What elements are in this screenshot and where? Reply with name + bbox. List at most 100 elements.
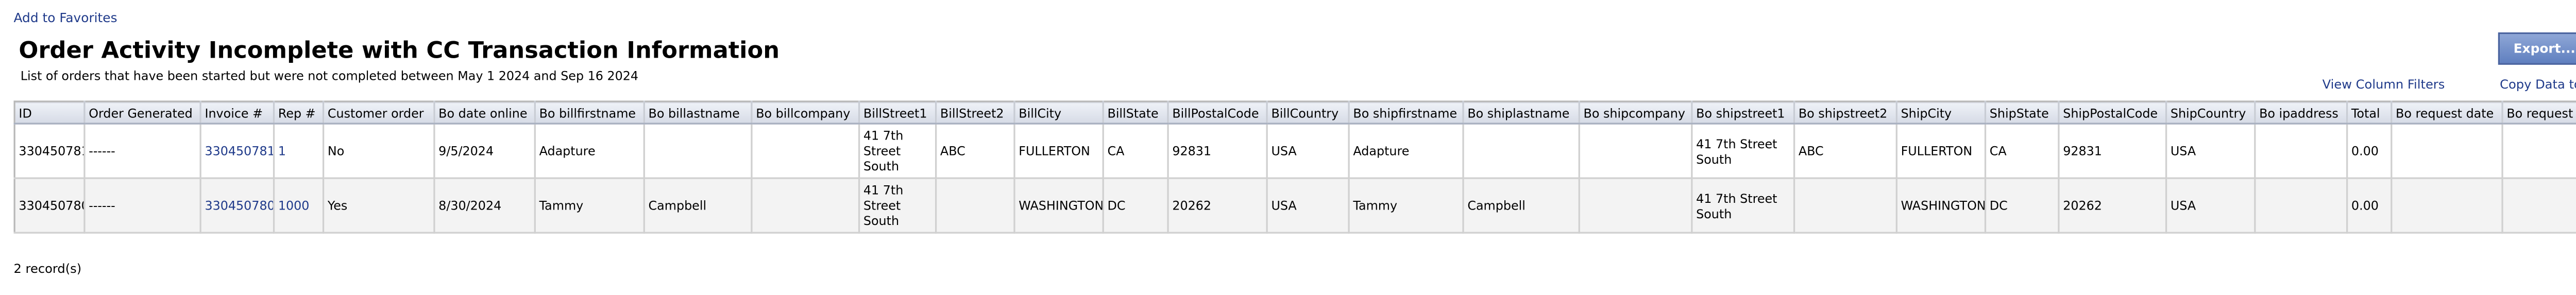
table-cell: 1 — [274, 124, 325, 179]
table-cell — [644, 124, 753, 179]
table-cell: 20262 — [2058, 178, 2167, 234]
column-header: Bo request — [2502, 101, 2576, 125]
column-header: Bo billcompany — [751, 101, 860, 125]
table-cell: 8/30/2024 — [434, 178, 536, 234]
column-header: ID — [14, 101, 86, 125]
column-header: Bo shipfirstname — [1349, 101, 1464, 125]
report-subtitle: List of orders that have been started bu… — [20, 68, 639, 84]
table-cell: Campbell — [1463, 178, 1580, 234]
table-cell: Yes — [323, 178, 435, 234]
table-cell — [751, 178, 860, 234]
table-cell — [2255, 124, 2348, 179]
table-cell: ------ — [84, 178, 201, 234]
table-cell — [751, 124, 860, 179]
table-cell: WASHINGTON — [1896, 178, 1987, 234]
column-header: BillCity — [1014, 101, 1104, 125]
table-cell: USA — [1267, 124, 1350, 179]
column-header: ShipState — [1985, 101, 2060, 125]
table-cell: ABC — [936, 124, 1015, 179]
column-header: Bo shipstreet2 — [1794, 101, 1897, 125]
copy-link[interactable]: Copy Data to Clipboard — [2500, 77, 2576, 92]
table-cell — [2502, 124, 2576, 179]
cell-link[interactable]: 330450780 — [205, 198, 274, 213]
table-cell: 92831 — [2058, 124, 2167, 179]
table-cell: CA — [1103, 124, 1169, 179]
table-cell: ------ — [84, 124, 201, 179]
column-header: BillState — [1103, 101, 1169, 125]
column-header: BillStreet2 — [936, 101, 1015, 125]
table-cell: USA — [1267, 178, 1350, 234]
table-cell: DC — [1985, 178, 2060, 234]
report-title: Order Activity Incomplete with CC Transa… — [19, 37, 780, 65]
table-cell: USA — [2166, 178, 2256, 234]
column-header: ShipPostalCode — [2058, 101, 2167, 125]
column-header: Bo request date — [2391, 101, 2503, 125]
results-table: ID Order Generated Invoice # Rep # Customer … — [13, 100, 2576, 234]
column-header: Bo billastname — [644, 101, 753, 125]
column-header: ShipCountry — [2166, 101, 2256, 125]
column-header: Bo shiplastname — [1463, 101, 1580, 125]
table-cell — [2391, 178, 2503, 234]
table-cell: Adapture — [1349, 124, 1464, 179]
table-cell: 330450781 — [200, 124, 275, 179]
table-cell: Campbell — [644, 178, 753, 234]
cell-link[interactable]: 330450781 — [205, 143, 274, 159]
table-cell: 20262 — [1168, 178, 1268, 234]
column-header: BillCountry — [1267, 101, 1350, 125]
table-cell: 9/5/2024 — [434, 124, 536, 179]
column-header: Order Generated — [84, 101, 201, 125]
table-cell — [936, 178, 1015, 234]
column-header: Bo date online — [434, 101, 536, 125]
favorites-link[interactable]: Add to Favorites — [13, 10, 117, 26]
record-count: 2 record(s) — [13, 261, 82, 276]
export-label: Export... — [2513, 41, 2575, 57]
table-cell — [1463, 124, 1580, 179]
column-filters-link[interactable]: View Column Filters — [2322, 77, 2445, 92]
table-cell: 0.00 — [2347, 124, 2393, 179]
table-cell: FULLERTON — [1014, 124, 1104, 179]
export-button[interactable]: Export...▼ — [2498, 32, 2576, 65]
table-cell — [1794, 178, 1897, 234]
table-cell: 0.00 — [2347, 178, 2393, 234]
column-header: Bo billfirstname — [535, 101, 645, 125]
column-header: BillStreet1 — [859, 101, 937, 125]
table-cell: 1000 — [274, 178, 325, 234]
table-cell: 330450781 — [14, 124, 86, 179]
column-header: Rep # — [274, 101, 325, 125]
column-header: ShipCity — [1896, 101, 1987, 125]
table-row: 330450780 ------ 330450780 1000 Yes 8/30/2024… — [14, 178, 2576, 234]
table-row: 330450781 ------ 330450781 1 No 9/5/2024 Adapt… — [14, 124, 2576, 179]
column-header: BillPostalCode — [1168, 101, 1268, 125]
column-header: Bo shipcompany — [1579, 101, 1693, 125]
table-cell: CA — [1985, 124, 2060, 179]
table-cell: Tammy — [535, 178, 645, 234]
table-cell: DC — [1103, 178, 1169, 234]
table-cell: 41 7th Street South — [1691, 178, 1795, 234]
table-cell: 330450780 — [200, 178, 275, 234]
table-cell — [1579, 178, 1693, 234]
table-cell — [2391, 124, 2503, 179]
column-header: Invoice # — [200, 101, 275, 125]
table-cell: Adapture — [535, 124, 645, 179]
cell-link[interactable]: 1 — [278, 143, 286, 159]
column-header: Total — [2347, 101, 2393, 125]
header-row: ID Order Generated Invoice # Rep # Customer … — [14, 101, 2576, 125]
table-cell: ABC — [1794, 124, 1897, 179]
column-header: Bo shipstreet1 — [1691, 101, 1795, 125]
table-cell: No — [323, 124, 435, 179]
table-cell: USA — [2166, 124, 2256, 179]
column-header: Bo ipaddress — [2255, 101, 2348, 125]
table-cell: 92831 — [1168, 124, 1268, 179]
table-cell: FULLERTON — [1896, 124, 1987, 179]
table-cell: WASHINGTON — [1014, 178, 1104, 234]
table-cell — [1579, 124, 1693, 179]
table-cell: 41 7th Street South — [1691, 124, 1795, 179]
table-cell: 41 7th Street South — [859, 178, 937, 234]
column-header: Customer order — [323, 101, 435, 125]
table-cell: 41 7th Street South — [859, 124, 937, 179]
table-cell — [2255, 178, 2348, 234]
table-cell — [2502, 178, 2576, 234]
cell-link[interactable]: 1000 — [278, 198, 310, 213]
table-cell: 330450780 — [14, 178, 86, 234]
